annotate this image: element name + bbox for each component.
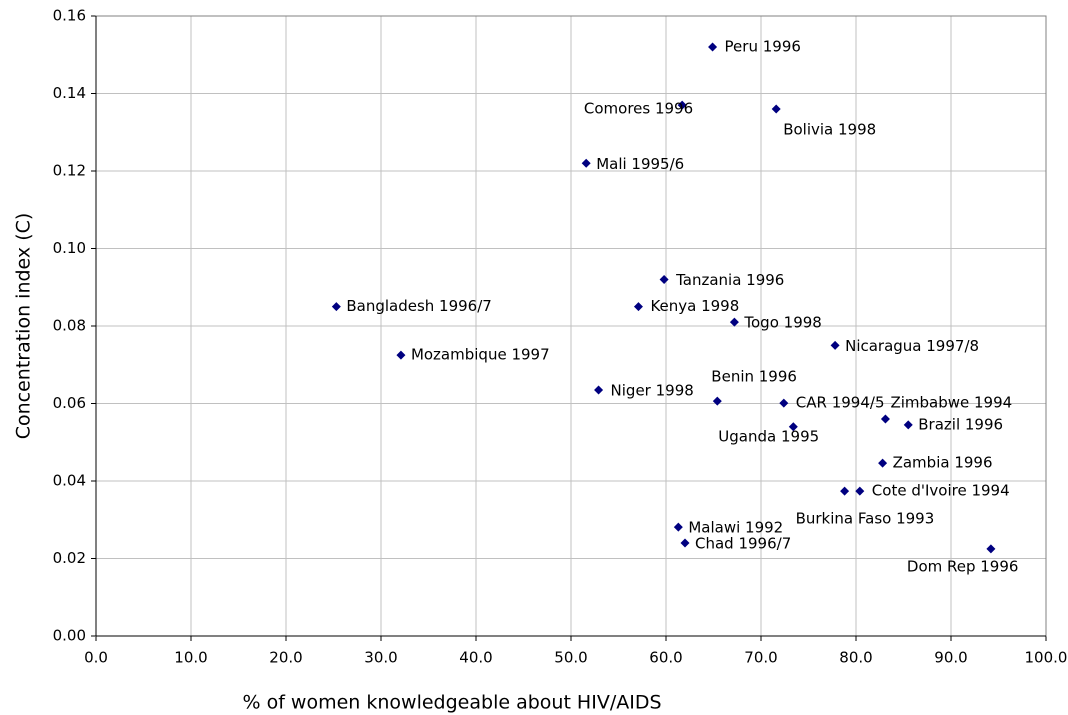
x-tick-label: 90.0 bbox=[934, 649, 967, 667]
point bbox=[855, 486, 865, 496]
x-tick-label: 40.0 bbox=[459, 649, 492, 667]
point-label: Malawi 1992 bbox=[688, 519, 783, 537]
x-tick-label: 30.0 bbox=[364, 649, 397, 667]
point-label: Dom Rep 1996 bbox=[907, 557, 1019, 575]
point bbox=[331, 302, 341, 312]
point-label: Chad 1996/7 bbox=[695, 535, 791, 553]
y-tick-label: 0.06 bbox=[53, 394, 86, 412]
point bbox=[729, 317, 739, 327]
point bbox=[840, 486, 850, 496]
y-tick-label: 0.00 bbox=[53, 627, 86, 645]
point bbox=[830, 340, 840, 350]
y-tick-label: 0.12 bbox=[53, 162, 86, 180]
point bbox=[673, 522, 683, 532]
y-tick-label: 0.16 bbox=[53, 7, 86, 25]
point bbox=[659, 275, 669, 284]
point-label: Tanzania 1996 bbox=[675, 271, 784, 289]
point bbox=[903, 420, 913, 430]
x-tick-label: 60.0 bbox=[649, 649, 682, 667]
point bbox=[396, 350, 406, 360]
point-label: Kenya 1998 bbox=[650, 297, 739, 315]
point bbox=[581, 158, 591, 168]
point-label: Burkina Faso 1993 bbox=[796, 510, 935, 528]
x-tick-label: 100.0 bbox=[1025, 649, 1068, 667]
point-label: Niger 1998 bbox=[611, 381, 694, 399]
point bbox=[788, 422, 798, 432]
x-tick-label: 50.0 bbox=[554, 649, 587, 667]
point-label: Zimbabwe 1994 bbox=[890, 394, 1012, 412]
point-label: Bangladesh 1996/7 bbox=[346, 297, 491, 315]
point bbox=[880, 414, 890, 424]
x-axis-title: % of women knowledgeable about HIV/AIDS bbox=[242, 692, 661, 714]
point-label: Bolivia 1998 bbox=[783, 121, 876, 139]
x-tick-label: 20.0 bbox=[269, 649, 302, 667]
y-tick-label: 0.08 bbox=[53, 317, 86, 335]
x-tick-label: 70.0 bbox=[744, 649, 777, 667]
point bbox=[712, 396, 722, 406]
point bbox=[633, 302, 643, 312]
point-label: Peru 1996 bbox=[725, 38, 801, 56]
point bbox=[680, 538, 690, 548]
y-tick-label: 0.10 bbox=[53, 239, 86, 257]
point-label: Cote d'Ivoire 1994 bbox=[872, 482, 1010, 500]
y-tick-label: 0.14 bbox=[53, 84, 86, 102]
point-label: CAR 1994/5 bbox=[796, 394, 885, 412]
point-label: Togo 1998 bbox=[743, 314, 821, 332]
point bbox=[708, 42, 718, 52]
point-label: Mozambique 1997 bbox=[411, 346, 550, 364]
point-label: Comores 1996 bbox=[584, 100, 693, 118]
point-label: Mali 1995/6 bbox=[596, 155, 684, 173]
point-label: Zambia 1996 bbox=[893, 454, 993, 472]
x-tick-label: 10.0 bbox=[174, 649, 207, 667]
point-label: Uganda 1995 bbox=[718, 427, 819, 445]
point-label: Brazil 1996 bbox=[918, 415, 1003, 433]
point-label: Nicaragua 1997/8 bbox=[845, 337, 979, 355]
point-label: Benin 1996 bbox=[711, 368, 797, 386]
point bbox=[779, 398, 789, 408]
y-axis-title: Concentration index (C) bbox=[13, 213, 35, 440]
x-tick-label: 80.0 bbox=[839, 649, 872, 667]
point bbox=[878, 458, 888, 468]
point bbox=[771, 104, 781, 114]
x-tick-label: 0.0 bbox=[84, 649, 108, 667]
y-tick-label: 0.04 bbox=[53, 472, 86, 490]
point bbox=[677, 100, 687, 110]
y-tick-label: 0.02 bbox=[53, 549, 86, 567]
point bbox=[594, 385, 604, 395]
point bbox=[986, 544, 996, 554]
